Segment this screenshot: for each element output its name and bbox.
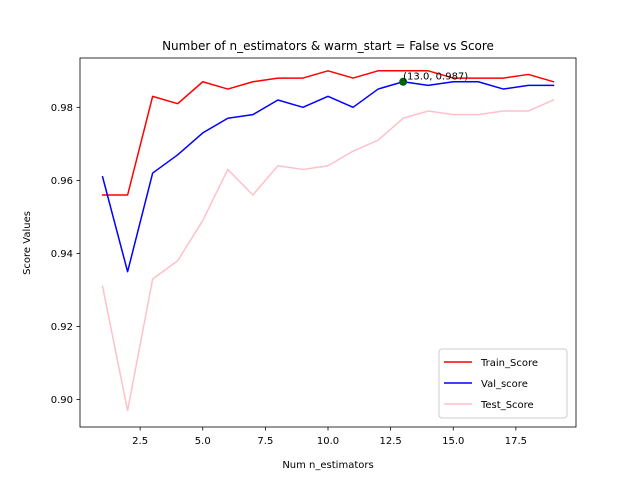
legend-label: Val_score (481, 379, 528, 390)
legend-label: Train_Score (480, 358, 538, 369)
annotation-label: (13.0, 0.987) (403, 72, 468, 83)
y-tick-label: 0.96 (51, 176, 73, 187)
x-tick-label: 2.5 (132, 436, 148, 447)
legend-box (438, 348, 568, 419)
x-tick-label: 10.0 (317, 436, 339, 447)
y-tick-label: 0.90 (51, 395, 73, 406)
x-tick-label: 5.0 (195, 436, 211, 447)
axes-layer: 2.5 5.0 7.5 10.0 12.5 15.0 17.5 0.90 0.92 0.94 0.9… (51, 57, 577, 447)
x-tick-label: 7.5 (257, 436, 273, 447)
series-line-train_score (101, 70, 555, 196)
annotation-layer: (13.0, 0.987) (399, 72, 468, 86)
y-tick-label: 0.92 (51, 322, 73, 333)
series-layer (101, 70, 555, 412)
y-tick-label: 0.98 (51, 103, 73, 114)
legend-label: Test_Score (480, 400, 534, 411)
legend: Train_Score Val_score Test_Score (438, 348, 568, 419)
annotation-marker (399, 77, 408, 86)
x-tick-label: 17.5 (505, 436, 527, 447)
series-line-val_score (101, 81, 555, 273)
x-tick-label: 15.0 (442, 436, 464, 447)
y-tick-label: 0.94 (51, 249, 73, 260)
x-axis-title: Num n_estimators (282, 460, 373, 471)
chart-title: Number of n_estimators & warm_start = Fa… (162, 39, 494, 53)
y-axis-title: Score Values (22, 211, 33, 275)
x-tick-label: 12.5 (379, 436, 401, 447)
series-line-test_score (101, 99, 555, 412)
